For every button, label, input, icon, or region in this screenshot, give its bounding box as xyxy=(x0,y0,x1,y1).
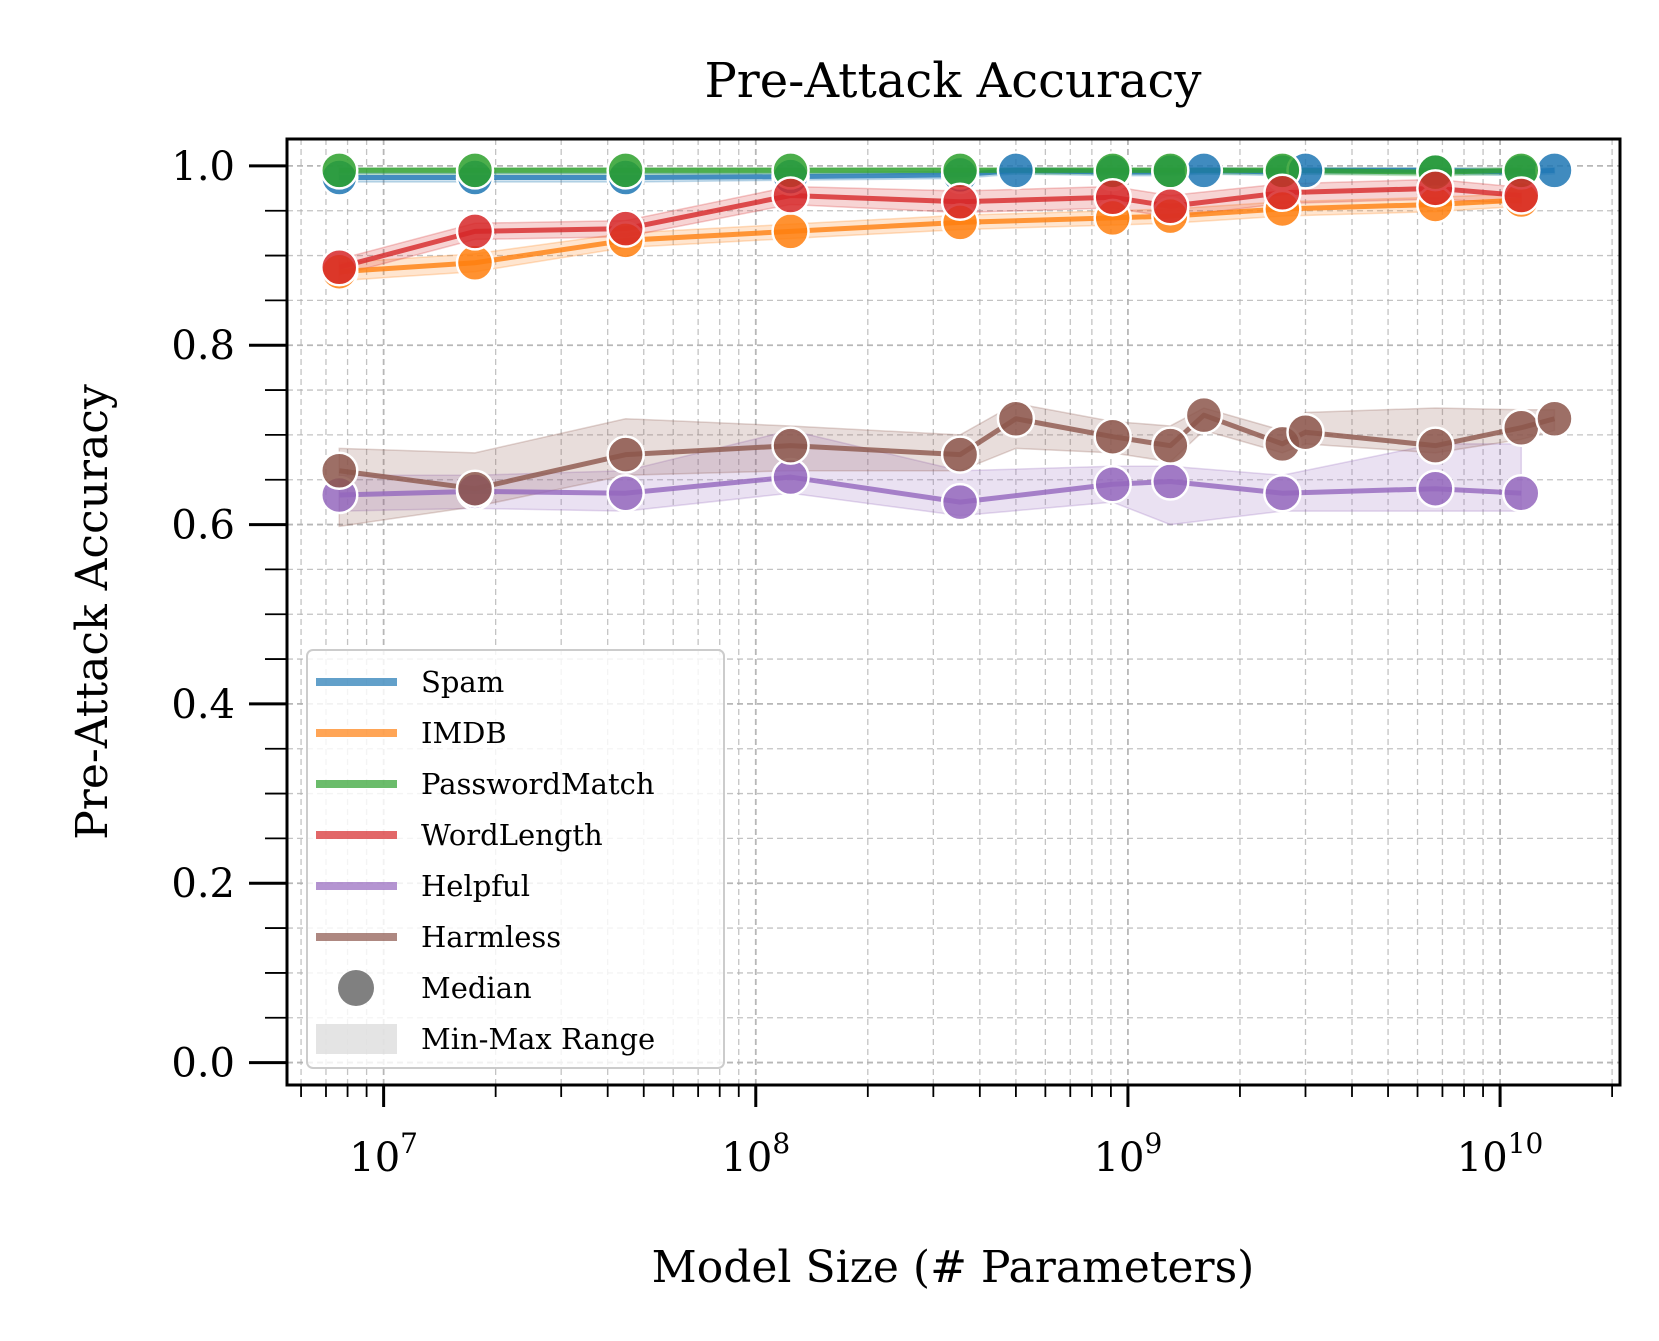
series-lines xyxy=(338,167,1556,505)
harmless-median-point xyxy=(996,399,1036,439)
legend-box xyxy=(306,649,725,1069)
y-axis-label: Pre-Attack Accuracy xyxy=(67,384,118,840)
wordlength-median-point xyxy=(320,247,359,287)
spam-median-point xyxy=(1535,151,1574,190)
harmless-median-point xyxy=(606,435,645,474)
harmless-median-point xyxy=(455,469,495,508)
legend-label: Helpful xyxy=(421,869,530,903)
harmless-median-point xyxy=(1093,417,1132,456)
y-tick-label: 0.6 xyxy=(171,503,235,549)
helpful-median-point xyxy=(1151,462,1190,501)
x-tick-label: 108 xyxy=(721,1127,790,1181)
legend-label: Median xyxy=(421,971,532,1005)
imdb-median-line xyxy=(339,197,1522,275)
legend-label: PasswordMatch xyxy=(421,767,655,801)
x-axis-label: Model Size (# Parameters) xyxy=(652,1242,1255,1293)
legend-median-marker xyxy=(338,970,374,1006)
y-tick-label: 0.8 xyxy=(171,323,235,369)
median-markers xyxy=(320,151,1574,522)
harmless-median-point xyxy=(1184,395,1224,435)
wordlength-median-point xyxy=(455,212,495,251)
helpful-median-point xyxy=(1502,473,1541,513)
wordlength-median-point xyxy=(1416,169,1455,208)
wordlength-median-point xyxy=(1263,173,1302,213)
harmless-median-point xyxy=(771,426,810,465)
wordlength-median-point xyxy=(940,182,980,222)
legend: Spam IMDB PasswordMatch WordLength Helpful Ha… xyxy=(306,649,725,1069)
imdb-median-point xyxy=(771,212,810,251)
helpful-median-point xyxy=(1263,473,1302,513)
passwordmatch-median-point xyxy=(320,151,359,190)
legend-label: IMDB xyxy=(421,716,507,750)
harmless-median-point xyxy=(1286,412,1325,452)
spam-median-point xyxy=(996,151,1036,190)
spam-median-point xyxy=(1184,151,1224,190)
passwordmatch-median-point xyxy=(606,151,645,190)
x-tick-label: 107 xyxy=(349,1127,418,1181)
y-tick-label: 0.0 xyxy=(171,1041,235,1087)
helpful-median-point xyxy=(1416,469,1455,508)
y-tick-label: 0.2 xyxy=(171,861,235,907)
legend-label: Min-Max Range xyxy=(421,1022,655,1056)
wordlength-median-point xyxy=(1502,176,1541,215)
x-tick-label: 1010 xyxy=(1457,1127,1544,1181)
harmless-median-point xyxy=(1535,399,1574,439)
plot-frame xyxy=(285,137,1622,1087)
wordlength-median-line xyxy=(338,185,1522,270)
harmless-median-line xyxy=(338,412,1556,492)
legend-range-patch xyxy=(316,1024,397,1054)
passwordmatch-median-line xyxy=(339,167,1522,175)
x-tick-label: 109 xyxy=(1094,1127,1163,1181)
y-tick-label: 0.4 xyxy=(171,682,235,728)
harmless-median-point xyxy=(1151,426,1190,465)
legend-label: Spam xyxy=(421,665,504,699)
y-tick-label: 1.0 xyxy=(171,144,235,190)
helpful-median-point xyxy=(940,482,980,522)
wordlength-median-point xyxy=(771,176,810,215)
harmless-median-point xyxy=(1416,426,1455,465)
wordlength-median-point xyxy=(606,209,645,248)
harmless-median-point xyxy=(940,435,980,474)
harmless-median-point xyxy=(320,451,359,491)
wordlength-median-point xyxy=(1093,178,1132,217)
legend-label: Harmless xyxy=(421,920,561,954)
helpful-median-point xyxy=(606,473,645,513)
axes: 107 108 109 1010 0.0 0.2 0.4 0.6 0.8 1.0 xyxy=(171,144,1614,1181)
passwordmatch-median-point xyxy=(1151,151,1190,190)
chart-title: Pre-Attack Accuracy xyxy=(704,53,1201,109)
passwordmatch-median-point xyxy=(455,151,495,190)
legend-label: WordLength xyxy=(421,818,603,852)
harmless-median-point xyxy=(1502,408,1541,447)
helpful-median-line xyxy=(339,474,1522,505)
wordlength-median-point xyxy=(1151,187,1190,226)
helpful-median-point xyxy=(1093,464,1132,504)
